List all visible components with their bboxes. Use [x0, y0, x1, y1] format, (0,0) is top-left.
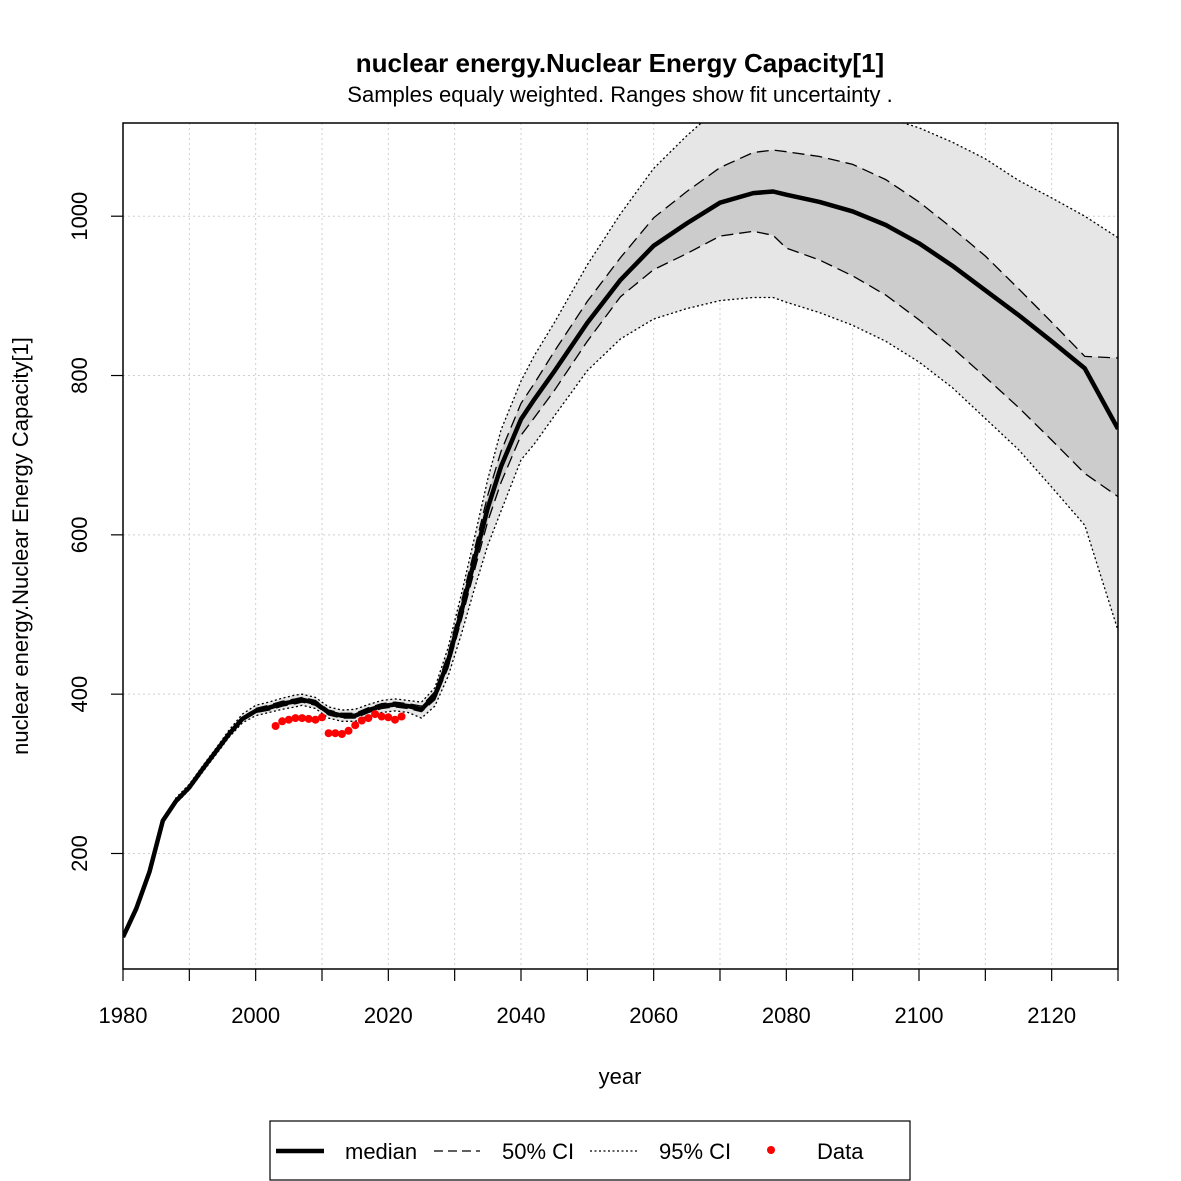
x-tick-label: 2000	[231, 1003, 280, 1028]
x-axis-label: year	[599, 1064, 642, 1089]
data-point	[371, 710, 380, 719]
x-tick-label: 2100	[895, 1003, 944, 1028]
legend-ci95-label: 95% CI	[659, 1139, 731, 1164]
x-tick-label: 2120	[1027, 1003, 1076, 1028]
legend: median 50% CI 95% CI Data	[269, 1120, 911, 1181]
y-tick-label: 1000	[67, 192, 92, 241]
data-point	[337, 730, 346, 738]
y-tick-label: 600	[67, 516, 92, 553]
ci95-band	[123, 123, 1118, 938]
x-tick-label: 2080	[762, 1003, 811, 1028]
legend-median-label: median	[345, 1139, 417, 1164]
data-point	[351, 721, 360, 730]
data-point	[377, 712, 386, 721]
y-tick-label: 400	[67, 676, 92, 713]
y-tick-label: 800	[67, 357, 92, 394]
legend-data-swatch	[767, 1146, 775, 1154]
data-point	[391, 715, 399, 724]
data-point	[364, 714, 373, 723]
series-lines	[123, 123, 1118, 939]
plot-frame	[122, 122, 1119, 970]
data-point	[304, 714, 313, 723]
legend-data-label: Data	[817, 1139, 864, 1164]
x-axis: 1980 2000 2020 2040 2060 2080 2100 2120	[99, 969, 1119, 1028]
x-tick-label: 2040	[497, 1003, 546, 1028]
data-point	[357, 716, 366, 725]
legend-ci50-label: 50% CI	[502, 1139, 574, 1164]
data-point	[291, 714, 300, 723]
data-point	[278, 717, 287, 726]
data-point	[397, 712, 406, 721]
data-point	[284, 715, 293, 724]
data-point	[311, 715, 320, 724]
data-point	[384, 713, 393, 722]
y-tick-label: 200	[67, 835, 92, 872]
data-point	[271, 722, 280, 730]
data-points	[271, 710, 406, 738]
y-axis-label: nuclear energy.Nuclear Energy Capacity[1…	[8, 337, 33, 755]
chart-subtitle: Samples equaly weighted. Ranges show fit…	[347, 82, 892, 107]
x-tick-label: 1980	[99, 1003, 148, 1028]
ci50-band	[123, 150, 1118, 938]
ci-bands	[123, 123, 1118, 938]
chart-title: nuclear energy.Nuclear Energy Capacity[1…	[356, 48, 884, 78]
data-point	[344, 726, 353, 735]
data-point	[331, 729, 340, 738]
data-point	[324, 729, 333, 738]
median-line	[123, 189, 1118, 939]
ci95-lower-line	[123, 296, 1118, 938]
y-axis: 200 400 600 800 1000	[67, 192, 123, 872]
x-tick-label: 2060	[629, 1003, 678, 1028]
data-point	[318, 713, 326, 722]
x-tick-label: 2020	[364, 1003, 413, 1028]
data-point	[298, 714, 307, 723]
